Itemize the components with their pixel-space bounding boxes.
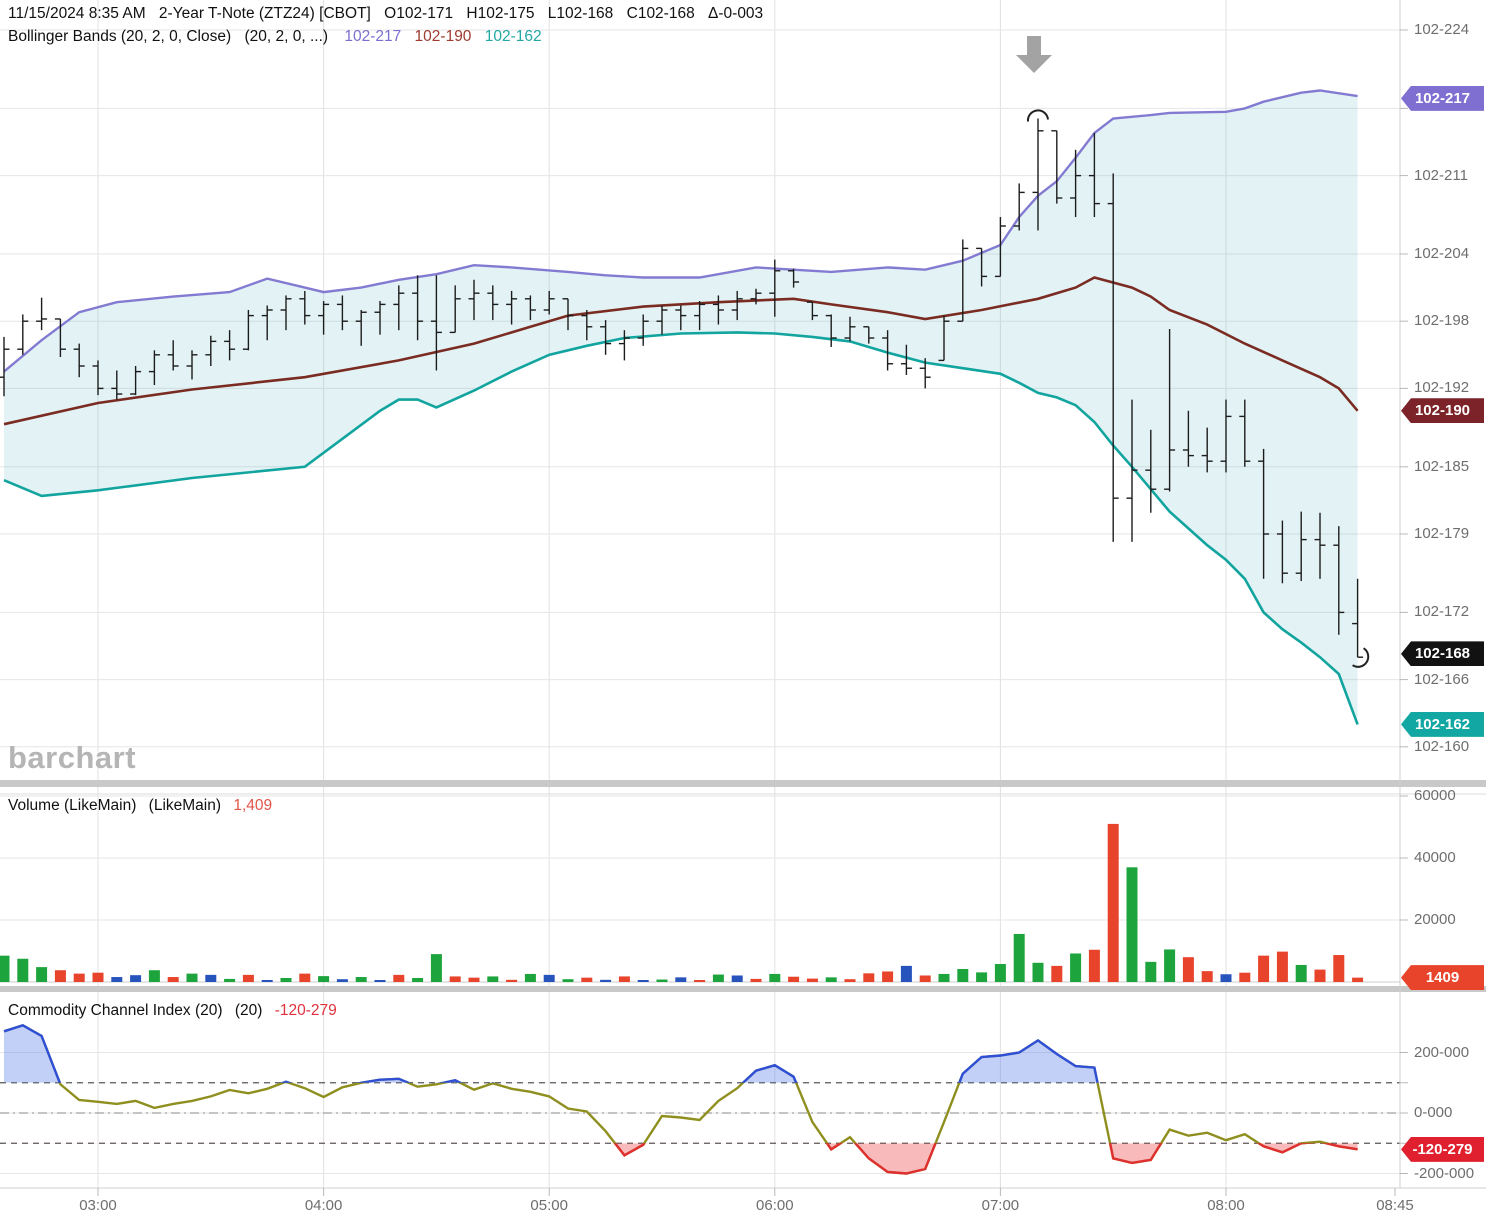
cci-axis-label: 200-000 xyxy=(1414,1043,1470,1061)
bollinger-band-fill xyxy=(4,90,1358,725)
volume-last-value: 1,409 xyxy=(233,797,273,814)
cci-header: Commodity Channel Index (20) (20) -120-2… xyxy=(8,1002,345,1020)
cci-badge: -120-279 xyxy=(1401,1136,1484,1162)
title-datetime: 11/15/2024 8:35 AM xyxy=(8,5,146,22)
close-marker-arc xyxy=(1352,647,1370,668)
title-open: O102-171 xyxy=(384,5,454,22)
title-low: L102-168 xyxy=(547,5,614,22)
volume-study-params[interactable]: (LikeMain) xyxy=(148,797,222,814)
cci-last-value: -120-279 xyxy=(274,1002,337,1019)
volume-header: Volume (LikeMain) (LikeMain) 1,409 xyxy=(8,797,280,815)
time-axis-label: 07:00 xyxy=(981,1197,1020,1214)
time-axis-label: 03:00 xyxy=(79,1197,117,1214)
title-change: Δ-0-003 xyxy=(708,5,764,22)
price-axis-label: 102-179 xyxy=(1414,525,1470,542)
high-marker-arc xyxy=(1026,109,1049,122)
study-name[interactable]: Bollinger Bands (20, 2, 0, Close) xyxy=(8,28,232,45)
time-axis-label: 08:45 xyxy=(1376,1197,1414,1214)
price-badge-102-190: 102-190 xyxy=(1401,398,1484,424)
time-axis-label: 08:00 xyxy=(1207,1197,1245,1214)
volume-axis-label: 20000 xyxy=(1414,911,1456,928)
cci-axis-label: 0-000 xyxy=(1414,1104,1453,1121)
study-params[interactable]: (20, 2, 0, ...) xyxy=(244,28,329,45)
price-axis-label: 102-198 xyxy=(1414,312,1470,330)
price-badge-102-217: 102-217 xyxy=(1401,85,1484,111)
cci-axis-label: -200-000 xyxy=(1414,1164,1475,1182)
legend-upper-band-value: 102-217 xyxy=(344,28,402,45)
cci-oversold-fill xyxy=(4,1143,1358,1174)
bollinger-middle-line xyxy=(3,276,1359,426)
down-arrow-icon xyxy=(1016,36,1052,73)
study-legend-row: Bollinger Bands (20, 2, 0, Close) (20, 2… xyxy=(8,28,551,46)
title-close: C102-168 xyxy=(626,5,695,22)
volume-axis-label: 40000 xyxy=(1414,849,1456,866)
volume-bars xyxy=(0,823,1364,982)
price-axis-label: 102-192 xyxy=(1414,379,1470,397)
price-axis-label: 102-204 xyxy=(1414,245,1470,262)
price-axis-label: 102-172 xyxy=(1414,603,1470,621)
price-axis-label: 102-160 xyxy=(1414,737,1470,755)
price-badge-102-162: 102-162 xyxy=(1401,711,1484,737)
legend-lower-band-value: 102-162 xyxy=(484,28,542,45)
price-axis-label: 102-224 xyxy=(1414,21,1470,38)
chart-title-row: 11/15/2024 8:35 AM 2-Year T-Note (ZTZ24)… xyxy=(8,5,772,23)
barchart-logo: barchart xyxy=(8,740,137,775)
price-badge-102-168: 102-168 xyxy=(1401,641,1484,667)
time-axis-label: 04:00 xyxy=(304,1197,343,1214)
cci-overbought-fill xyxy=(4,1025,1358,1083)
title-symbol: 2-Year T-Note (ZTZ24) [CBOT] xyxy=(158,5,371,22)
volume-study-name[interactable]: Volume (LikeMain) xyxy=(8,797,137,814)
price-axis-label: 102-185 xyxy=(1414,457,1470,475)
volume-axis-label: 60000 xyxy=(1414,787,1456,804)
cci-study-name[interactable]: Commodity Channel Index (20) xyxy=(8,1002,223,1019)
time-axis-label: 06:00 xyxy=(756,1197,794,1214)
cci-study-params[interactable]: (20) xyxy=(234,1002,263,1019)
title-high: H102-175 xyxy=(466,5,535,22)
time-axis-label: 05:00 xyxy=(530,1197,568,1214)
candlesticks xyxy=(0,130,1364,658)
price-axis-label: 102-166 xyxy=(1414,670,1470,688)
legend-middle-band-value: 102-190 xyxy=(414,28,472,45)
volume-badge: 1409 xyxy=(1401,965,1484,991)
price-axis-label: 102-211 xyxy=(1414,166,1468,184)
